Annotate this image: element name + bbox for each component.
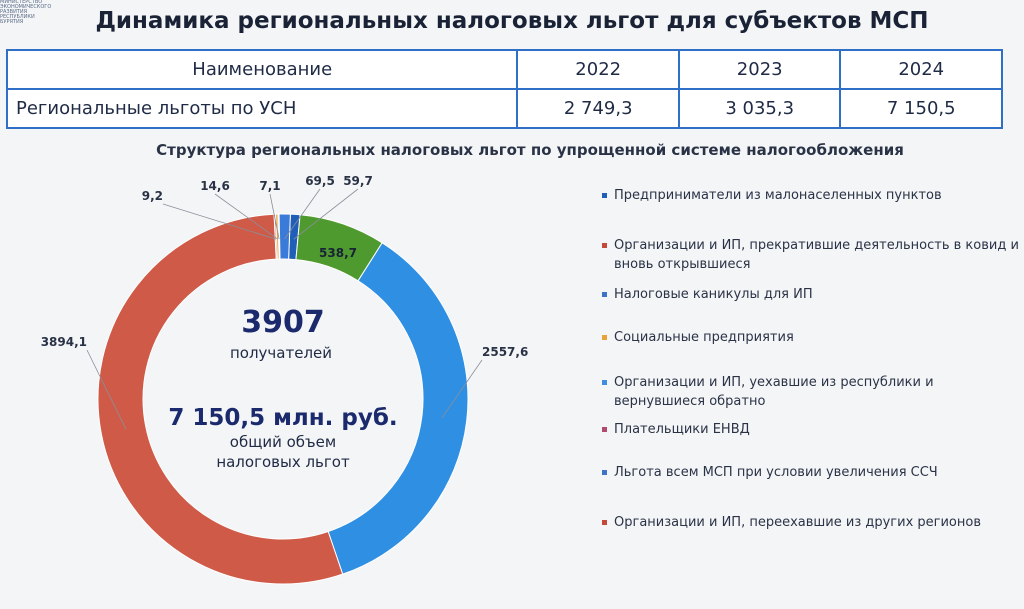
legend-label: Предприниматели из малонаселенных пункто…: [614, 188, 942, 203]
chart-title: Структура региональных налоговых льгот п…: [156, 141, 904, 159]
recipients-label: получателей: [230, 344, 332, 362]
legend-marker-icon: [602, 243, 607, 248]
legend-item-3: Социальные предприятия: [600, 328, 1024, 347]
legend-marker-icon: [602, 335, 607, 340]
data-label-6: 7,1: [259, 179, 280, 193]
ministry-logo: МИНИСТЕРСТВО ЭКОНОМИЧЕСКОГО РАЗВИТИЯ РЕС…: [0, 0, 52, 25]
leader-line-7: [284, 188, 321, 240]
table-header-2022: 2022: [516, 49, 680, 90]
table-header-name: Наименование: [5, 49, 519, 90]
legend-marker-icon: [602, 470, 607, 475]
data-label-1: 538,7: [319, 246, 357, 260]
donut-slice-7: [278, 213, 291, 260]
legend-label: Социальные предприятия: [614, 330, 794, 345]
leader-line-4: [162, 203, 277, 240]
leader-line-6: [269, 193, 280, 240]
legend-marker-icon: [602, 193, 607, 198]
table-header-2024: 2024: [839, 49, 1003, 90]
benefits-table: Наименование 2022 2023 2024 Региональные…: [5, 49, 1003, 129]
legend-label: Организации и ИП, прекратившие деятельно…: [614, 238, 1019, 272]
legend-item-6: Льгота всем МСП при условии увеличения С…: [600, 463, 1024, 482]
legend-label: Организации и ИП, переехавшие из других …: [614, 515, 982, 530]
legend-marker-icon: [602, 380, 607, 385]
table-header-2023: 2023: [677, 49, 842, 90]
legend-marker-icon: [602, 427, 607, 432]
legend-label: Налоговые каникулы для ИП: [614, 287, 813, 302]
leader-line-2: [441, 359, 483, 419]
table-row: Региональные льготы по УСН 2 749,3 3 035…: [5, 88, 1003, 129]
total-label-line2: налоговых льгот: [216, 453, 350, 471]
recipients-count: 3907: [241, 305, 325, 340]
data-label-3: 3894,1: [41, 335, 87, 349]
leader-line-0: [293, 188, 359, 240]
leader-line-5: [214, 193, 278, 240]
legend-marker-icon: [602, 520, 607, 525]
legend-item-4: Организации и ИП, уехавшие из республики…: [600, 373, 1024, 411]
donut-slice-3: [97, 213, 344, 585]
legend-label: Льгота всем МСП при условии увеличения С…: [614, 465, 938, 480]
table-cell-name: Региональные льготы по УСН: [5, 88, 519, 129]
total-amount: 7 150,5 млн. руб.: [168, 405, 397, 431]
table-cell-2023: 3 035,3: [677, 88, 842, 129]
total-label-line1: общий объем: [230, 433, 336, 451]
legend-label: Плательщики ЕНВД: [614, 422, 750, 437]
table-cell-2024: 7 150,5: [839, 88, 1003, 129]
data-label-4: 9,2: [142, 189, 163, 203]
data-label-7: 69,5: [305, 174, 335, 188]
leader-line-3: [86, 349, 127, 430]
page-title: Динамика региональных налоговых льгот дл…: [95, 8, 929, 34]
donut-chart: 59,7 538,7 2557,6 3894,1 9,2 14,6 7,1 69,5 3907…: [41, 174, 528, 585]
donut-slice-2: [327, 242, 469, 575]
legend-item-0: Предприниматели из малонаселенных пункто…: [600, 186, 1024, 205]
legend-item-5: Плательщики ЕНВД: [600, 420, 1024, 439]
legend-item-7: Организации и ИП, переехавшие из других …: [600, 513, 1024, 532]
table-cell-2022: 2 749,3: [516, 88, 680, 129]
data-label-2: 2557,6: [482, 345, 528, 359]
legend-label: Организации и ИП, уехавшие из республики…: [614, 375, 934, 409]
data-label-5: 14,6: [200, 179, 230, 193]
legend-marker-icon: [602, 292, 607, 297]
legend-item-1: Организации и ИП, прекратившие деятельно…: [600, 236, 1024, 274]
table-header-row: Наименование 2022 2023 2024: [5, 49, 1003, 90]
data-label-0: 59,7: [343, 174, 373, 188]
legend-item-2: Налоговые каникулы для ИП: [600, 285, 1024, 304]
